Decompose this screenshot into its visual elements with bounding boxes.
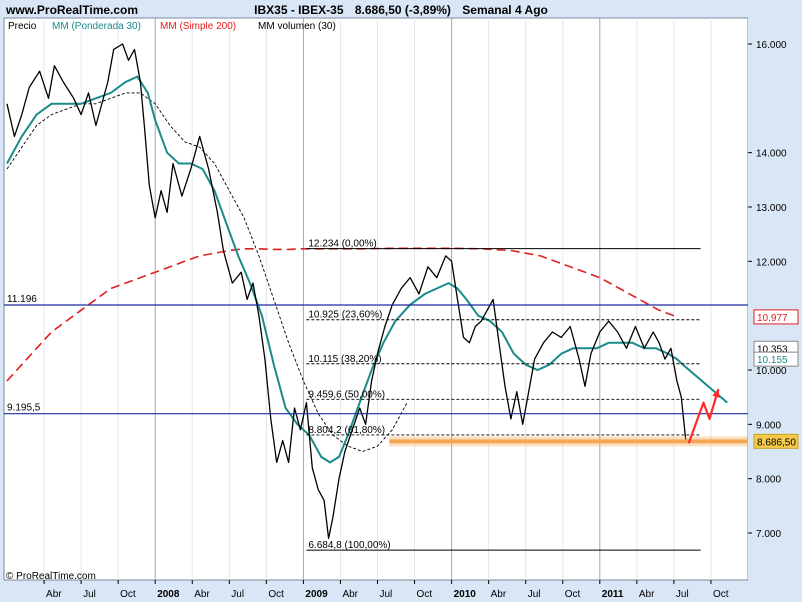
x-tick-label: Oct — [417, 589, 433, 600]
y-tick-label: 10.000 — [756, 366, 787, 377]
y-tick-label: 16.000 — [756, 40, 787, 51]
legend-price: Precio — [8, 21, 37, 32]
y-tick-label: 9.000 — [756, 420, 781, 431]
y-tick-label: 12.000 — [756, 257, 787, 268]
fib-level-label: 8.804,2 (61,80%) — [308, 425, 385, 436]
x-tick-label: Oct — [268, 589, 284, 600]
price-tag-label: 10.977 — [757, 313, 788, 324]
y-tick-label: 13.000 — [756, 203, 787, 214]
horizontal-level-label: 9.195,5 — [7, 403, 41, 414]
plot-area — [3, 17, 749, 581]
x-tick-label: Abr — [491, 589, 507, 600]
legend-ma-weighted: MM (Ponderada 30) — [52, 21, 141, 32]
price-change-label: 8.686,50 (-3,89%) — [354, 3, 451, 17]
ma-weighted-30-line — [6, 75, 684, 464]
x-tick-label: Jul — [528, 589, 541, 600]
x-tick-label: 2008 — [157, 589, 180, 600]
x-tick-label: Jul — [380, 589, 393, 600]
x-tick-label: Abr — [342, 589, 358, 600]
x-tick-label: Abr — [194, 589, 210, 600]
x-tick-label: Oct — [713, 589, 729, 600]
volume-ma-line — [6, 92, 408, 452]
x-tick-label: Jul — [231, 589, 244, 600]
price-tag-label: 10.155 — [757, 355, 788, 366]
ma-weighted-projection-line — [682, 363, 728, 404]
fib-level-label: 10.115 (38,20%) — [308, 354, 381, 365]
x-tick-label: 2010 — [454, 589, 477, 600]
price-tag-box — [753, 433, 799, 449]
horizontal-level-label: 11.196 — [7, 294, 37, 305]
forecast-arrow-head — [712, 389, 720, 398]
x-tick-label: 2009 — [305, 589, 328, 600]
fib-level-label: 10.925 (23,60%) — [308, 310, 382, 321]
legend-ma-volume: MM volumen (30) — [258, 21, 336, 32]
fib-level-label: 6.684,8 (100,00%) — [308, 540, 390, 551]
price-tag-label: 8.686,50 — [757, 437, 796, 448]
legend-ma-simple: MM (Simple 200) — [160, 21, 236, 32]
x-tick-label: Abr — [639, 589, 655, 600]
price-tag-box — [753, 351, 799, 367]
fib-level-label: 12.234 (0,00%) — [308, 239, 376, 250]
symbol-label: IBX35 - IBEX-35 — [254, 3, 344, 17]
x-tick-label: 2011 — [602, 589, 624, 600]
x-tick-label: Jul — [676, 589, 689, 600]
y-axis-area — [748, 18, 798, 580]
price-tag-box — [753, 309, 799, 325]
price-tag-label: 10.353 — [757, 344, 788, 355]
chart-header: www.ProRealTime.com IBX35 - IBEX-35 8.68… — [0, 0, 802, 18]
copyright: © ProRealTime.com — [6, 571, 96, 582]
x-tick-label: Oct — [120, 589, 136, 600]
y-tick-label: 8.000 — [756, 475, 781, 486]
x-tick-label: Abr — [46, 589, 62, 600]
x-tick-label: Oct — [565, 589, 581, 600]
chart-title: IBX35 - IBEX-35 8.686,50 (-3,89%) Semana… — [0, 3, 802, 17]
forecast-arrow-path — [687, 388, 720, 444]
site-name[interactable]: www.ProRealTime.com — [6, 3, 139, 17]
y-tick-label: 14.000 — [756, 149, 787, 160]
x-tick-label: Jul — [83, 589, 96, 600]
fib-level-label: 9.459,6 (50,00%) — [308, 389, 385, 400]
price-line — [6, 43, 687, 540]
y-tick-label: 7.000 — [756, 529, 781, 540]
period-label: Semanal 4 Ago — [462, 3, 548, 17]
